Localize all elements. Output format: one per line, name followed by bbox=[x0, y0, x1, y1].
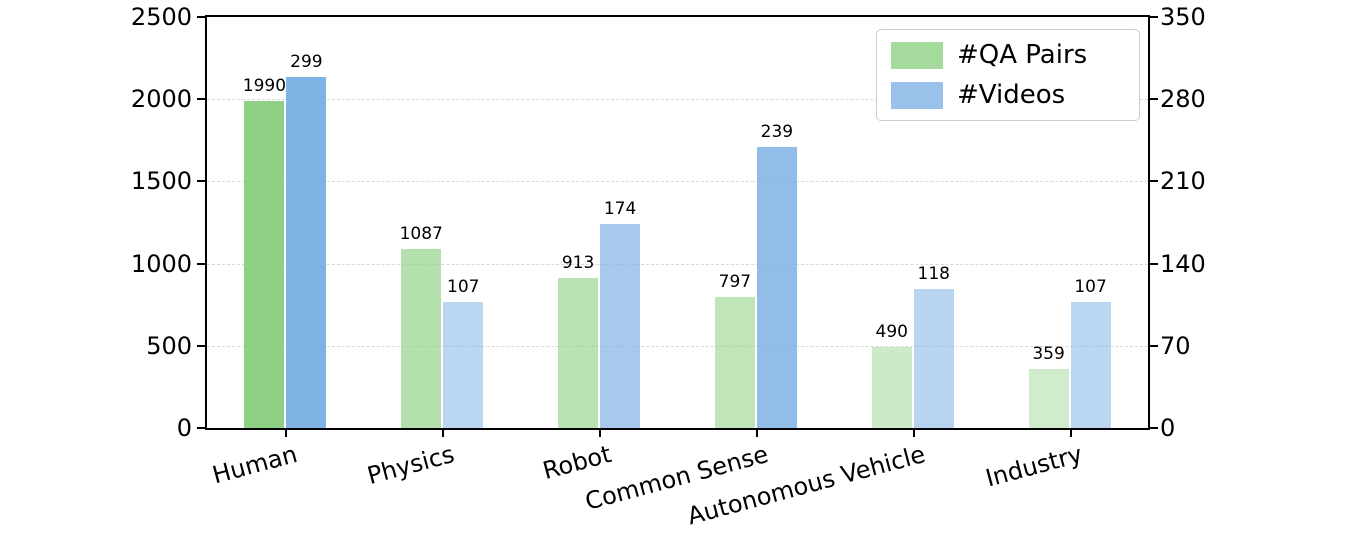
bar-value-videos-human: 299 bbox=[290, 51, 323, 72]
left-axis-tick-label-1500: 1500 bbox=[130, 167, 192, 196]
right-axis-tick-mark-210 bbox=[1150, 180, 1158, 183]
bar-qa-pairs-common-sense bbox=[714, 296, 755, 428]
right-axis-tick-label-280: 280 bbox=[1160, 85, 1206, 114]
bar-value-qa-pairs-physics: 1087 bbox=[399, 224, 443, 245]
bar-value-videos-robot: 174 bbox=[603, 198, 637, 219]
bar-videos-physics bbox=[443, 302, 484, 428]
right-axis-tick-mark-350 bbox=[1150, 16, 1158, 18]
videos-swatch bbox=[891, 81, 943, 109]
gridline-1500 bbox=[207, 181, 1148, 183]
left-axis-tick-mark-2500 bbox=[197, 16, 205, 18]
left-axis-tick-mark-1000 bbox=[197, 262, 205, 265]
qa-pairs-swatch bbox=[891, 41, 943, 69]
x-tick-mark-autonomous-vehicle bbox=[912, 430, 915, 437]
legend-label-videos: #Videos bbox=[957, 80, 1066, 110]
left-axis-tick-label-2000: 2000 bbox=[130, 85, 192, 114]
x-tick-label-human: Human bbox=[209, 440, 301, 490]
legend-label-qa-pairs: #QA Pairs bbox=[957, 40, 1088, 70]
legend: #QA Pairs #Videos bbox=[876, 29, 1140, 121]
bar-value-qa-pairs-industry: 359 bbox=[1032, 343, 1065, 364]
right-axis-tick-label-350: 350 bbox=[1160, 3, 1206, 31]
left-axis-tick-mark-1500 bbox=[197, 180, 205, 183]
left-axis-tick-mark-0 bbox=[197, 427, 205, 429]
right-axis-tick-mark-140 bbox=[1150, 262, 1158, 265]
x-tick-mark-common-sense bbox=[755, 430, 758, 437]
x-tick-mark-human bbox=[285, 430, 288, 437]
bar-value-videos-autonomous-vehicle: 118 bbox=[917, 264, 950, 285]
legend-item-qa-pairs: #QA Pairs bbox=[891, 40, 1125, 70]
bar-videos-industry bbox=[1070, 302, 1111, 428]
x-tick-mark-physics bbox=[442, 430, 445, 437]
bar-qa-pairs-physics bbox=[401, 249, 442, 428]
left-axis-tick-label-0: 0 bbox=[176, 414, 192, 442]
right-axis-tick-mark-0 bbox=[1150, 427, 1158, 429]
bar-videos-robot bbox=[600, 223, 641, 428]
left-axis-tick-label-2500: 2500 bbox=[130, 3, 192, 31]
right-axis-tick-label-140: 140 bbox=[1160, 249, 1206, 278]
bar-videos-human bbox=[286, 76, 327, 428]
bar-value-videos-industry: 107 bbox=[1074, 277, 1107, 298]
gridline-1000 bbox=[207, 263, 1148, 265]
bar-qa-pairs-human bbox=[244, 100, 285, 428]
right-axis-tick-label-210: 210 bbox=[1160, 167, 1206, 196]
bar-qa-pairs-autonomous-vehicle bbox=[871, 347, 912, 428]
left-axis-tick-label-500: 500 bbox=[146, 331, 192, 360]
x-tick-mark-industry bbox=[1069, 430, 1072, 437]
bar-value-videos-physics: 107 bbox=[447, 277, 480, 298]
bar-value-qa-pairs-robot: 913 bbox=[561, 252, 595, 273]
right-axis-tick-label-0: 0 bbox=[1160, 414, 1176, 442]
bar-qa-pairs-robot bbox=[558, 277, 599, 428]
bar-qa-pairs-industry bbox=[1028, 368, 1069, 428]
left-axis-tick-label-1000: 1000 bbox=[130, 249, 192, 278]
legend-item-videos: #Videos bbox=[891, 80, 1125, 110]
bar-value-qa-pairs-autonomous-vehicle: 490 bbox=[875, 322, 908, 343]
bar-value-qa-pairs-human: 1990 bbox=[242, 75, 287, 96]
gridline-500 bbox=[207, 345, 1148, 347]
x-tick-mark-robot bbox=[599, 430, 602, 437]
left-axis-tick-mark-2000 bbox=[197, 98, 205, 101]
gridline-2000 bbox=[207, 99, 1148, 101]
x-tick-label-robot: Robot bbox=[539, 440, 615, 486]
bar-videos-autonomous-vehicle bbox=[913, 289, 954, 428]
bar-value-qa-pairs-common-sense: 797 bbox=[718, 271, 752, 292]
bar-videos-common-sense bbox=[756, 147, 797, 428]
x-tick-label-physics: Physics bbox=[364, 440, 458, 491]
right-axis-tick-mark-70 bbox=[1150, 344, 1158, 347]
right-axis-tick-mark-280 bbox=[1150, 98, 1158, 101]
bar-value-videos-common-sense: 239 bbox=[760, 122, 794, 143]
right-axis-tick-label-70: 70 bbox=[1160, 331, 1191, 360]
left-axis-tick-mark-500 bbox=[197, 344, 205, 347]
x-tick-label-industry: Industry bbox=[982, 440, 1085, 493]
